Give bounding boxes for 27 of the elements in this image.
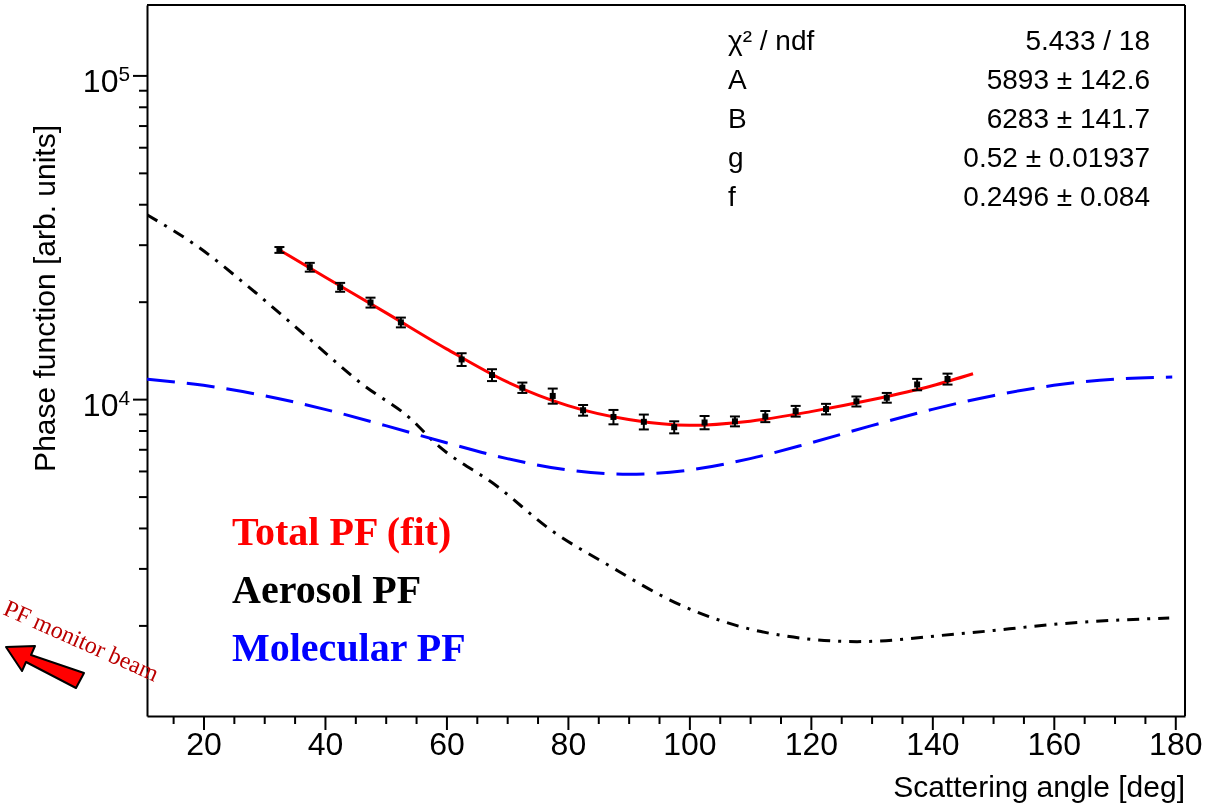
annotation: 6283 ± 141.7 [986,103,1150,134]
annotation: f [728,181,736,212]
text: Aerosol PF [232,567,422,612]
annotation: PF monitor beam [0,594,164,687]
annotation: A [728,64,747,95]
x-tick-label: 80 [550,725,587,762]
annotation: g [728,142,744,173]
x-tick-label: 60 [429,725,465,762]
annotation: 0.2496 ± 0.084 [963,181,1150,212]
text: Total PF (fit) [232,509,452,554]
x-tick-label: 20 [186,725,222,762]
x-tick-label: 160 [1027,725,1081,762]
annotation: 5893 ± 142.6 [986,64,1150,95]
annotation: 5.433 / 18 [1025,25,1150,56]
x-tick-label: 120 [784,725,839,762]
x-tick-label: 40 [307,725,344,762]
x-tick-label: 140 [906,725,960,762]
text: Molecular PF [232,625,466,670]
x-tick-label: 180 [1149,725,1203,762]
y-tick-label: 10$^{5}$ [82,61,130,99]
x-axis-title: Scattering angle [deg] [893,770,1185,803]
x-tick-label: 100 [663,725,717,762]
y-axis-title: Phase function [arb. units] [28,125,61,472]
annotation: χ² / ndf [728,25,815,56]
annotation: B [728,103,747,134]
y-tick-label: 10$^{4}$ [82,385,130,423]
annotation: 0.52 ± 0.01937 [963,142,1150,173]
